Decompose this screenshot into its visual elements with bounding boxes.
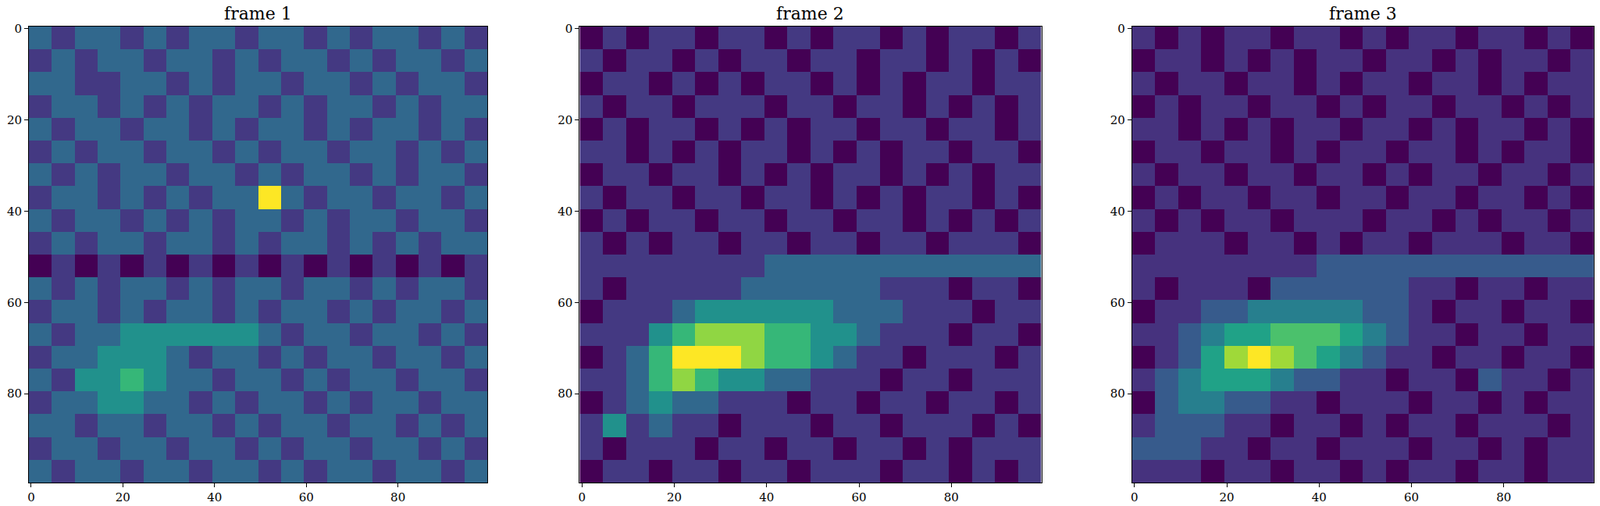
svg-text:60: 60 — [299, 490, 314, 505]
svg-text:40: 40 — [206, 490, 222, 505]
svg-text:frame 1: frame 1 — [224, 3, 293, 24]
svg-text:80: 80 — [7, 386, 22, 401]
svg-text:frame 3: frame 3 — [1329, 3, 1397, 24]
svg-text:60: 60 — [557, 295, 573, 311]
svg-text:0: 0 — [14, 21, 22, 36]
svg-text:60: 60 — [851, 490, 867, 505]
svg-text:0: 0 — [1130, 490, 1139, 505]
svg-text:20: 20 — [7, 113, 22, 128]
svg-text:80: 80 — [390, 490, 406, 505]
svg-text:40: 40 — [759, 490, 774, 505]
svg-text:0: 0 — [1117, 21, 1126, 36]
svg-text:40: 40 — [1110, 204, 1126, 219]
svg-text:0: 0 — [565, 21, 574, 36]
svg-text:20: 20 — [1218, 490, 1234, 505]
svg-text:80: 80 — [944, 490, 959, 505]
svg-text:0: 0 — [578, 490, 587, 505]
svg-text:40: 40 — [557, 204, 573, 219]
svg-text:20: 20 — [115, 490, 131, 505]
svg-text:20: 20 — [1110, 113, 1126, 128]
svg-text:frame 2: frame 2 — [776, 3, 845, 24]
svg-text:80: 80 — [1496, 490, 1511, 505]
svg-text:80: 80 — [557, 386, 573, 401]
svg-text:40: 40 — [1311, 490, 1327, 505]
svg-text:20: 20 — [666, 490, 682, 505]
svg-text:80: 80 — [1110, 386, 1126, 401]
svg-text:20: 20 — [557, 113, 573, 128]
svg-text:0: 0 — [27, 490, 36, 505]
svg-text:40: 40 — [7, 204, 22, 219]
svg-text:60: 60 — [1110, 295, 1126, 311]
svg-text:60: 60 — [7, 295, 22, 311]
svg-text:60: 60 — [1404, 490, 1419, 505]
